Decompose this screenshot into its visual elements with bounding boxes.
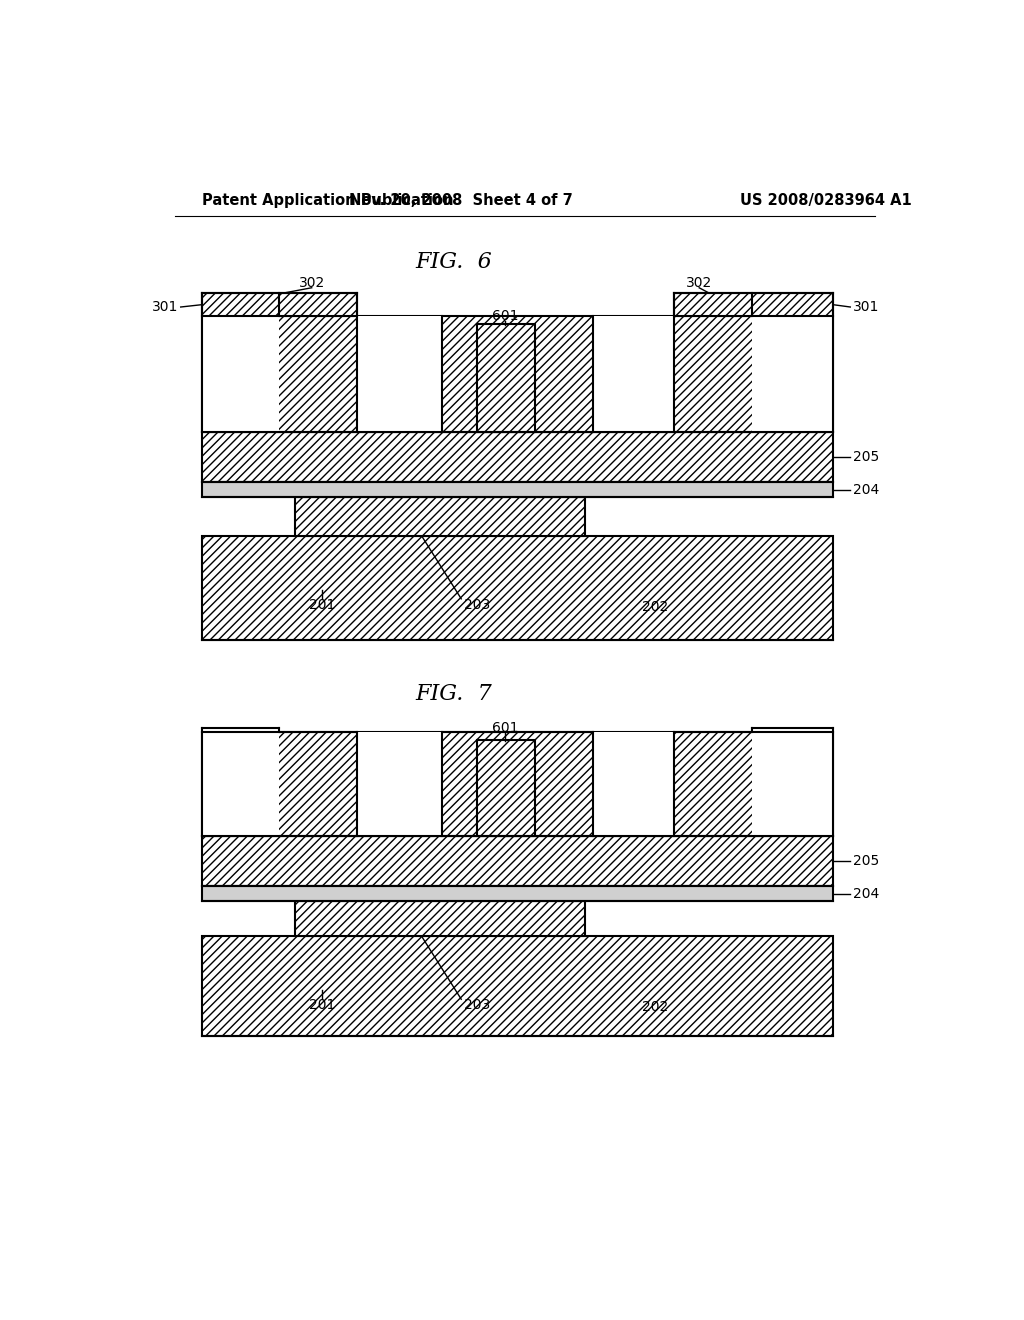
Bar: [202, 836, 834, 886]
Bar: [202, 733, 834, 836]
Bar: [202, 729, 280, 836]
Bar: [202, 293, 356, 317]
Bar: [202, 317, 834, 432]
Bar: [202, 432, 834, 482]
Bar: [593, 317, 675, 432]
Bar: [295, 902, 586, 936]
Bar: [477, 323, 535, 432]
Bar: [477, 739, 535, 836]
Text: 203: 203: [464, 998, 489, 1012]
Bar: [752, 729, 834, 836]
Bar: [202, 482, 834, 498]
Text: 202: 202: [642, 1001, 668, 1014]
Bar: [295, 498, 586, 536]
Text: 302: 302: [299, 276, 325, 290]
Text: 601: 601: [493, 309, 519, 323]
Bar: [202, 936, 834, 1036]
Text: 203: 203: [464, 598, 489, 612]
Bar: [477, 323, 535, 432]
Text: Nov. 20, 2008  Sheet 4 of 7: Nov. 20, 2008 Sheet 4 of 7: [349, 193, 573, 209]
Bar: [675, 293, 834, 317]
Bar: [752, 293, 834, 432]
Text: 201: 201: [308, 998, 335, 1012]
Text: 205: 205: [853, 450, 879, 465]
Text: 204: 204: [853, 483, 879, 496]
Bar: [356, 317, 442, 432]
Text: 301: 301: [152, 300, 178, 314]
Text: FIG.  6: FIG. 6: [415, 251, 492, 273]
Bar: [202, 293, 280, 432]
Bar: [202, 536, 834, 640]
Text: 302: 302: [686, 276, 713, 290]
Bar: [202, 886, 834, 902]
Text: Patent Application Publication: Patent Application Publication: [202, 193, 454, 209]
Text: 301: 301: [853, 300, 879, 314]
Text: 601: 601: [493, 721, 519, 735]
Bar: [356, 733, 442, 836]
Bar: [593, 733, 675, 836]
Text: FIG.  7: FIG. 7: [415, 682, 492, 705]
Bar: [477, 739, 535, 836]
Text: US 2008/0283964 A1: US 2008/0283964 A1: [740, 193, 912, 209]
Text: 201: 201: [308, 598, 335, 612]
Text: 202: 202: [642, 599, 668, 614]
Text: 204: 204: [853, 887, 879, 900]
Text: 205: 205: [853, 854, 879, 867]
